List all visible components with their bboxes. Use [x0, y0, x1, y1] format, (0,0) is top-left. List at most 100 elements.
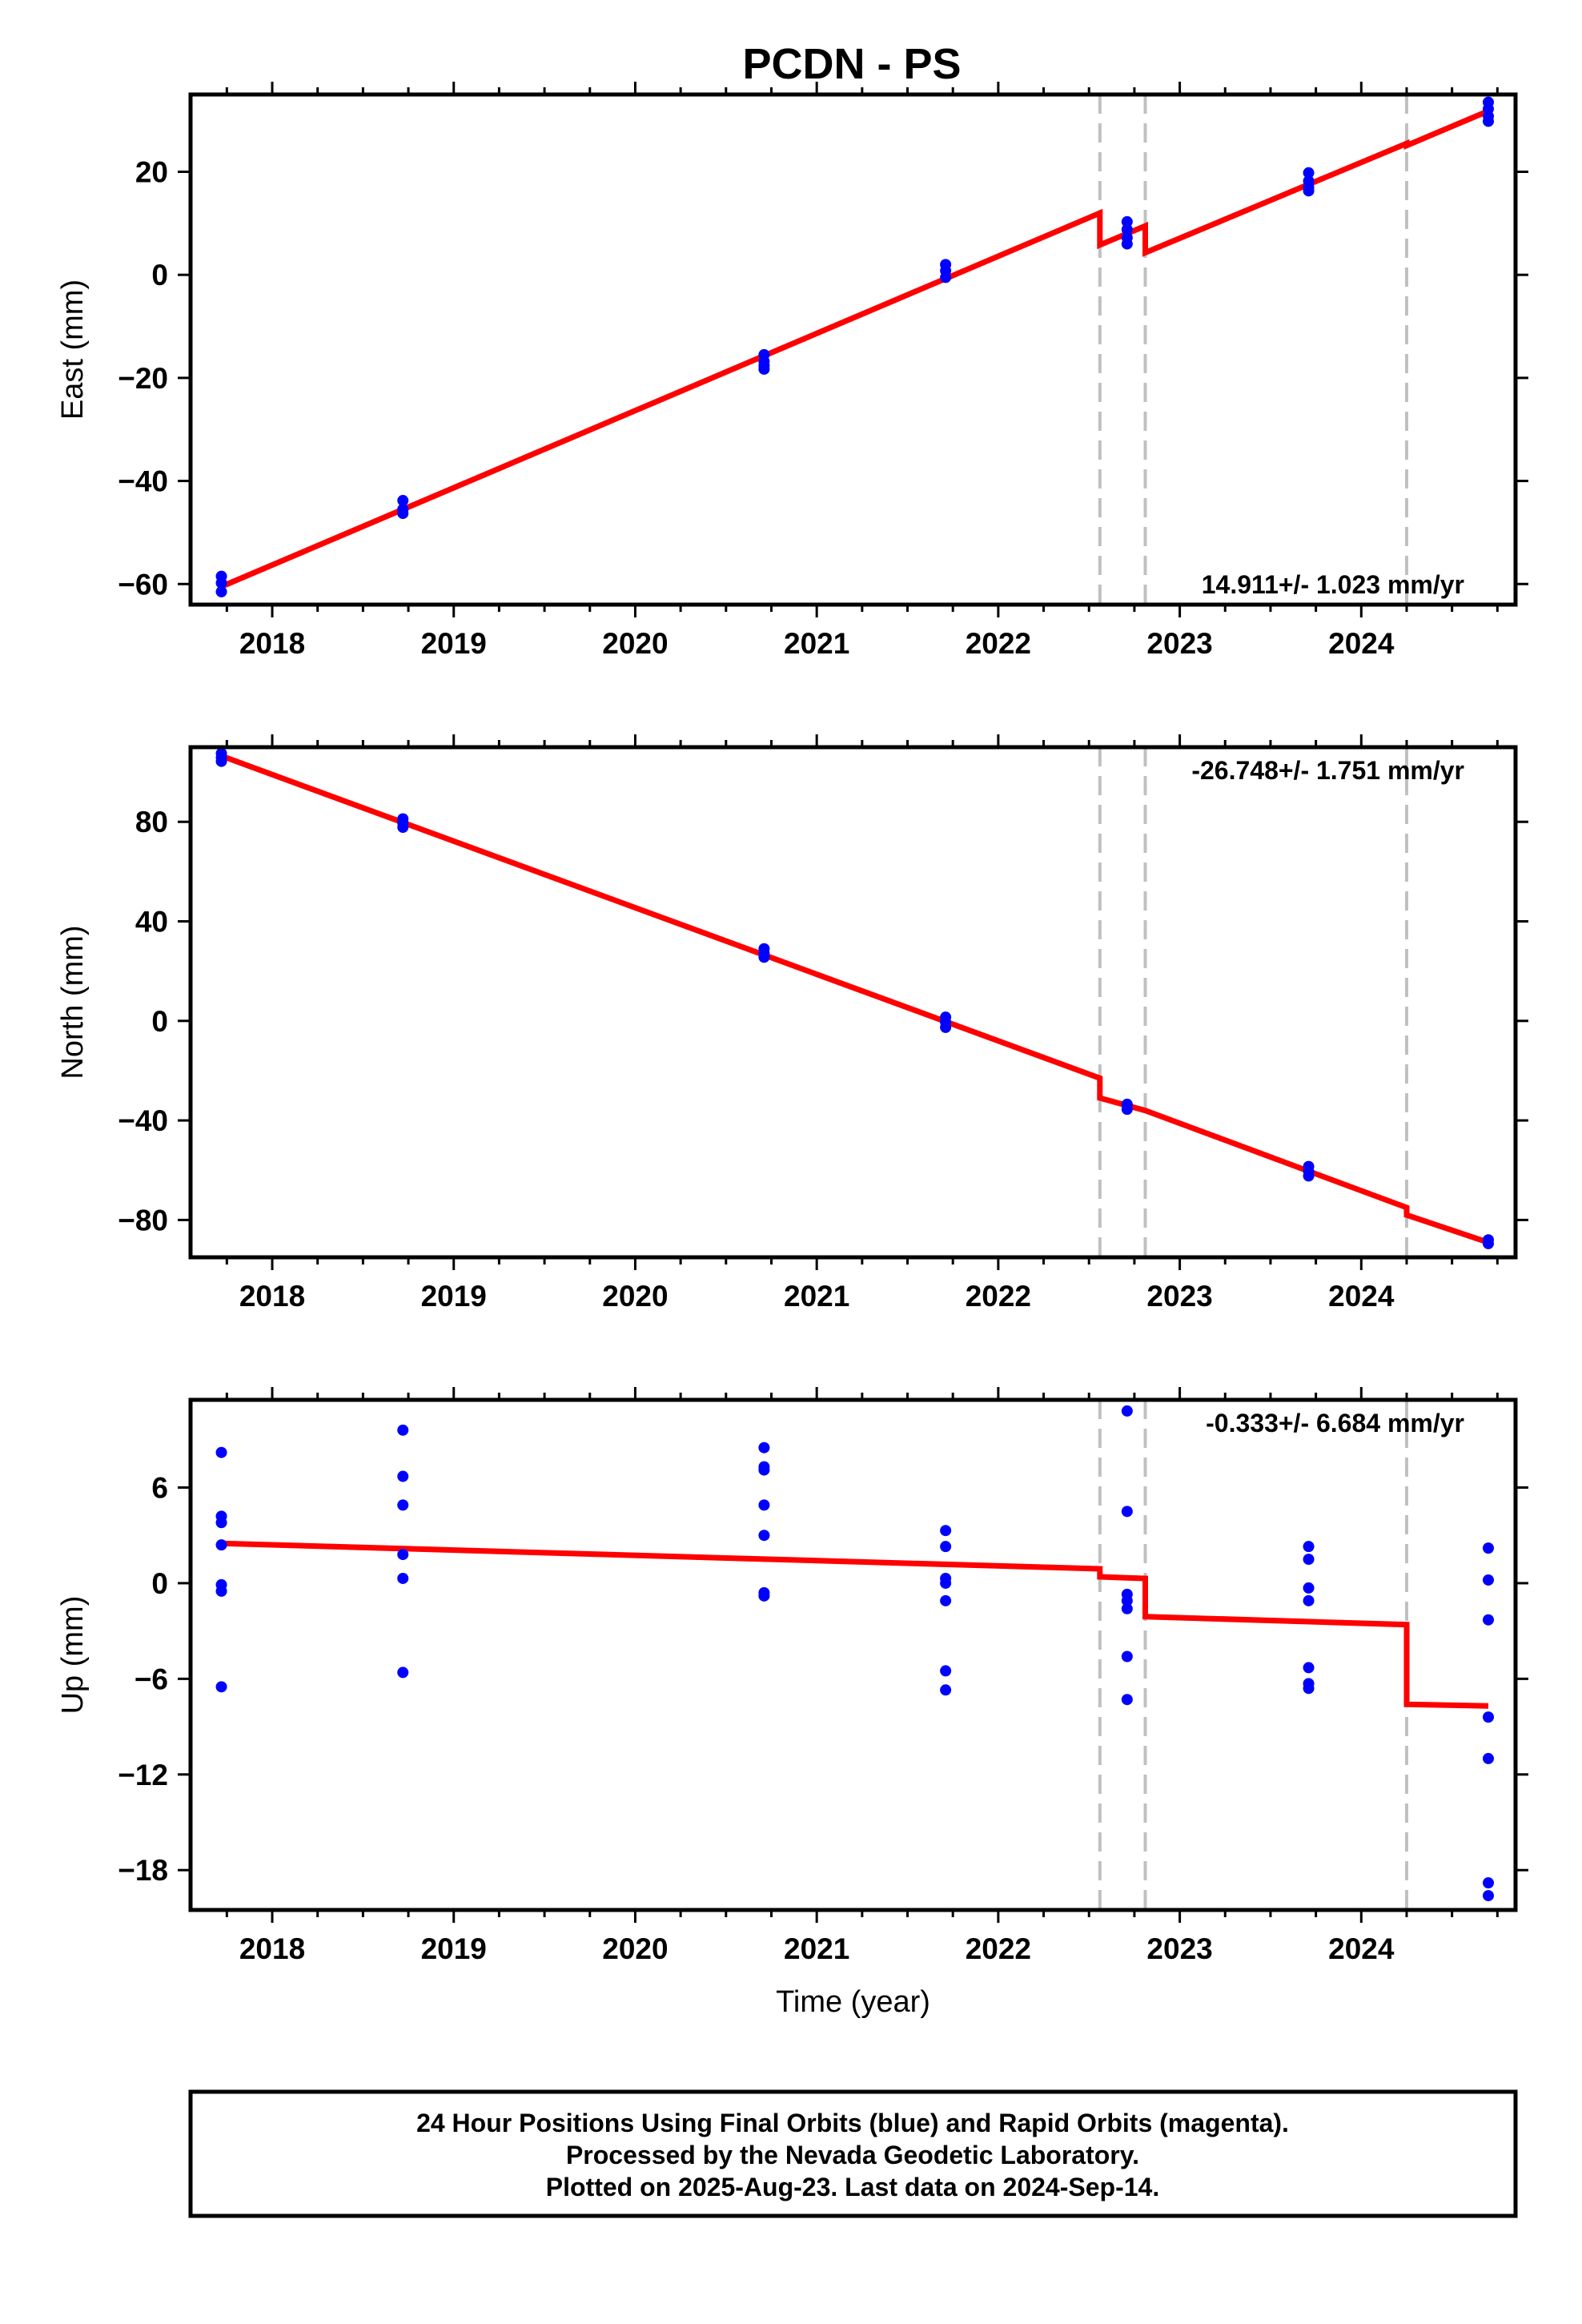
up-data-point	[1121, 1594, 1133, 1606]
panels-group: 2018 2019 2020 2021 2022 2023 2024−60−40−20020…	[56, 82, 1528, 2019]
up-data-point	[215, 1446, 227, 1458]
east-x-tick-label: 2023	[1146, 627, 1212, 660]
up-x-tick-label: 2023	[1146, 1932, 1212, 1965]
north-data-group	[215, 747, 1494, 1249]
east-data-point	[397, 508, 409, 520]
east-x-tick-label: 2020	[602, 627, 668, 660]
up-y-tick-label: −6	[135, 1663, 168, 1695]
footer-line-3: Plotted on 2025-Aug-23. Last data on 202…	[546, 2173, 1159, 2201]
east-data-point	[758, 363, 770, 375]
up-y-tick-label: −18	[118, 1854, 168, 1887]
up-data-point	[940, 1684, 952, 1696]
up-data-group	[215, 1405, 1494, 1902]
north-x-tick-label: 2022	[966, 1280, 1031, 1313]
north-data-point	[397, 822, 409, 834]
up-rate-label: -0.333+/- 6.684 mm/yr	[1206, 1409, 1464, 1437]
east-data-point	[1303, 167, 1315, 179]
north-model-line	[220, 753, 1490, 1245]
north-plot-frame	[188, 745, 1518, 1260]
up-data-point	[1121, 1602, 1133, 1614]
up-data-point	[1482, 1711, 1494, 1723]
east-data-point	[1303, 185, 1315, 197]
north-y-tick-label: −80	[118, 1204, 168, 1236]
x-axis-title: Time (year)	[776, 1985, 930, 2019]
east-y-tick-label: −60	[118, 568, 168, 601]
up-data-point	[1121, 1651, 1133, 1663]
north-data-point	[215, 755, 227, 767]
east-data-point	[215, 577, 227, 589]
east-y-tick-label: 20	[135, 156, 168, 189]
up-data-point	[758, 1441, 770, 1454]
up-data-point	[1303, 1541, 1315, 1553]
up-data-point	[940, 1525, 952, 1537]
up-data-point	[758, 1499, 770, 1511]
up-data-point	[397, 1549, 409, 1561]
up-data-point	[215, 1681, 227, 1693]
north-data-point	[1303, 1170, 1315, 1182]
north-panel: 2018 2019 2020 2021 2022 2023 2024 −80 −40 0 40 80 N…	[56, 734, 1528, 1313]
up-data-point	[940, 1665, 952, 1677]
up-data-point	[1482, 1614, 1494, 1626]
up-data-point	[1121, 1694, 1133, 1706]
up-data-point	[397, 1667, 409, 1679]
east-rate-label: 14.911+/- 1.023 mm/yr	[1202, 570, 1464, 599]
east-y-tick-label: 0	[151, 259, 168, 292]
up-y-axis-title: Up (mm)	[56, 1596, 90, 1715]
east-x-tick-label: 2019	[421, 627, 487, 660]
east-data-point	[1121, 215, 1133, 227]
east-data-point	[940, 271, 952, 283]
up-data-point	[1482, 1752, 1494, 1764]
north-x-tick-label: 2021	[784, 1280, 849, 1313]
up-data-point	[1121, 1405, 1133, 1417]
up-data-point	[1482, 1574, 1494, 1586]
up-y-tick-label: −12	[118, 1759, 168, 1791]
up-data-point	[397, 1470, 409, 1482]
up-data-point	[1482, 1890, 1494, 1902]
up-data-point	[758, 1590, 770, 1602]
up-x-tick-label: 2020	[602, 1932, 668, 1965]
up-data-point	[397, 1572, 409, 1584]
up-x-tick-label: 2022	[966, 1932, 1031, 1965]
up-plot-frame	[188, 1397, 1518, 1912]
up-data-point	[397, 1499, 409, 1511]
up-x-tick-label: 2021	[784, 1932, 849, 1965]
north-x-tick-label: 2023	[1146, 1280, 1212, 1313]
east-y-axis-title: East (mm)	[56, 279, 90, 420]
east-data-group	[215, 96, 1494, 597]
up-x-tick-label: 2018	[239, 1932, 305, 1965]
up-data-point	[758, 1464, 770, 1476]
up-data-point	[758, 1530, 770, 1542]
north-x-tick-label: 2024	[1328, 1280, 1395, 1313]
up-data-point	[940, 1541, 952, 1553]
east-panel: 2018 2019 2020 2021 2022 2023 2024 −60 −40 −20 0 20…	[56, 82, 1528, 660]
east-y-tick-label: −40	[118, 465, 168, 498]
east-data-point	[1121, 223, 1133, 235]
north-x-tick-label: 2020	[602, 1280, 668, 1313]
east-x-tick-label: 2022	[966, 627, 1031, 660]
east-x-tick-label: 2024	[1328, 627, 1395, 660]
east-data-point	[1482, 115, 1494, 127]
north-y-tick-label: 0	[151, 1005, 168, 1038]
footer-line-2: Processed by the Nevada Geodetic Laborat…	[566, 2141, 1139, 2169]
up-data-point	[1303, 1594, 1315, 1606]
up-data-point	[1303, 1662, 1315, 1674]
north-y-tick-label: −40	[118, 1104, 168, 1137]
up-data-point	[1303, 1683, 1315, 1695]
east-plot-frame	[188, 92, 1518, 607]
up-model-line	[221, 1540, 1489, 1709]
up-data-point	[1482, 1542, 1494, 1554]
chart-title: PCDN - PS	[742, 40, 961, 88]
north-y-tick-label: 80	[135, 806, 168, 838]
east-y-tick-label: −20	[118, 362, 168, 395]
up-y-tick-label: 0	[151, 1567, 168, 1600]
north-x-tick-label: 2019	[421, 1280, 487, 1313]
north-data-point	[758, 951, 770, 963]
north-x-tick-label: 2018	[239, 1280, 305, 1313]
north-rate-label: -26.748+/- 1.751 mm/yr	[1191, 756, 1464, 785]
footer-box: 24 Hour Positions Using Final Orbits (bl…	[188, 2089, 1518, 2218]
up-y-tick-label: 6	[151, 1471, 168, 1504]
footer-line-1: 24 Hour Positions Using Final Orbits (bl…	[416, 2109, 1289, 2137]
east-x-tick-label: 2021	[784, 627, 849, 660]
